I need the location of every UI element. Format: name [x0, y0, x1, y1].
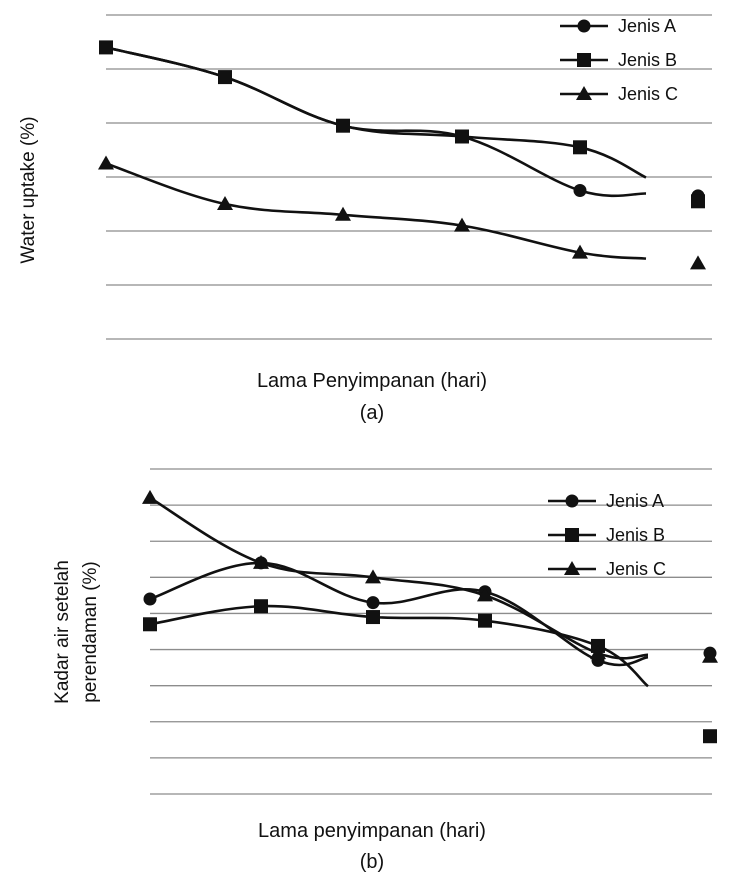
- chart-a: Jenis A Jenis B Jenis C Water uptake (%) Lam…: [18, 14, 712, 424]
- data-point: [572, 244, 588, 259]
- y-axis-label: Kadar air setelah: [52, 560, 73, 704]
- y-axis-label: Water uptake (%): [18, 116, 39, 263]
- data-point: [702, 648, 718, 663]
- data-point: [573, 184, 587, 197]
- data-point: [98, 155, 114, 170]
- series-line: [105, 46, 647, 198]
- legend-label: Jenis C: [618, 84, 678, 104]
- series-line: [105, 162, 647, 260]
- legend-swatch-marker: [564, 561, 580, 575]
- legend-label: Jenis A: [618, 16, 676, 36]
- series-line: [149, 496, 649, 660]
- data-point: [142, 489, 158, 504]
- legend-swatch-marker: [577, 53, 591, 67]
- legend-item: Jenis A: [560, 16, 676, 36]
- gridlines: [106, 14, 712, 340]
- legend-item: Jenis C: [560, 84, 678, 104]
- legend-label: Jenis A: [606, 491, 664, 511]
- legend-item: Jenis C: [548, 559, 666, 579]
- data-point: [691, 194, 705, 209]
- legend: Jenis A Jenis B Jenis C: [560, 16, 678, 104]
- data-point: [143, 617, 157, 632]
- legend-swatch-marker: [565, 494, 579, 508]
- data-point: [366, 610, 380, 625]
- legend-label: Jenis B: [618, 50, 677, 70]
- legend-label: Jenis C: [606, 559, 666, 579]
- data-point: [143, 592, 157, 606]
- data-point: [253, 554, 269, 569]
- data-point: [99, 40, 113, 55]
- legend-swatch-marker: [577, 19, 591, 33]
- legend-label: Jenis B: [606, 525, 665, 545]
- data-point: [478, 613, 492, 628]
- series-jenis-b: [99, 40, 705, 209]
- legend-item: Jenis A: [548, 491, 664, 511]
- data-point: [336, 118, 350, 133]
- data-point: [365, 569, 381, 584]
- data-point: [254, 599, 268, 614]
- data-point: [690, 255, 706, 270]
- series-jenis-c: [142, 489, 718, 663]
- series-jenis-a: [99, 40, 705, 203]
- panel-label: (a): [360, 402, 384, 424]
- data-point: [590, 645, 606, 660]
- data-point: [217, 196, 233, 210]
- x-axis-label: Lama Penyimpanan (hari): [257, 370, 487, 392]
- series-jenis-c: [98, 155, 706, 270]
- data-point: [366, 596, 380, 610]
- chart-b: Jenis A Jenis B Jenis C Kadar air setelah pe…: [52, 468, 718, 873]
- legend: Jenis A Jenis B Jenis C: [548, 491, 666, 579]
- data-point: [335, 206, 351, 221]
- data-point: [573, 140, 587, 155]
- legend-item: Jenis B: [548, 525, 665, 545]
- legend-item: Jenis B: [560, 50, 677, 70]
- data-point: [218, 70, 232, 85]
- gridlines: [150, 468, 712, 795]
- data-point: [454, 217, 470, 232]
- data-point: [703, 729, 717, 744]
- legend-swatch-marker: [576, 86, 592, 100]
- x-axis-label: Lama penyimpanan (hari): [258, 820, 486, 842]
- data-point: [477, 587, 493, 602]
- series-line: [105, 46, 647, 179]
- data-point: [455, 129, 469, 144]
- panel-label: (b): [360, 851, 384, 873]
- legend-swatch-marker: [565, 528, 579, 542]
- y-axis-label: perendaman (%): [80, 561, 101, 703]
